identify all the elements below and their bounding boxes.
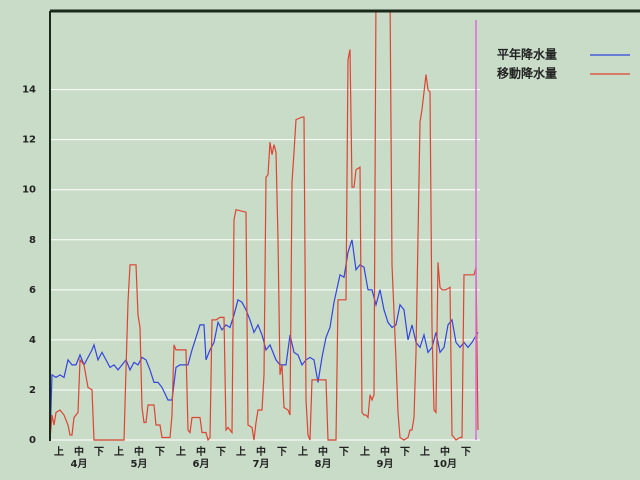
x-tick-label: 中 (196, 445, 206, 458)
month-label: 6月 (193, 458, 210, 470)
x-tick-label: 中 (134, 445, 144, 458)
x-tick-label: 上 (114, 445, 124, 458)
month-label: 10月 (433, 458, 457, 470)
plot-area (50, 12, 479, 442)
x-tick-label: 下 (94, 446, 104, 458)
x-tick-label: 中 (318, 445, 328, 458)
month-label: 4月 (71, 458, 88, 470)
x-tick-label: 上 (54, 445, 64, 458)
x-tick-label: 上 (298, 445, 308, 458)
x-tick-label: 下 (216, 446, 226, 458)
x-tick-label: 中 (380, 445, 390, 458)
y-tick-label: 0 (29, 435, 36, 446)
x-tick-label: 中 (440, 445, 450, 458)
series-line (50, 239, 479, 441)
series-line (50, 12, 479, 442)
x-tick-label: 下 (155, 446, 165, 458)
month-label: 7月 (253, 458, 270, 470)
month-label: 9月 (377, 458, 394, 470)
y-tick-label: 6 (29, 285, 36, 296)
x-tick-label: 中 (256, 445, 266, 458)
month-label: 5月 (131, 458, 148, 470)
y-tick-label: 14 (22, 85, 36, 96)
x-tick-label: 下 (461, 446, 471, 458)
y-tick-label: 12 (22, 135, 36, 146)
y-tick-label: 2 (29, 385, 36, 396)
x-tick-label: 上 (360, 445, 370, 458)
x-tick-label: 上 (420, 445, 430, 458)
x-tick-label: 上 (236, 445, 246, 458)
x-tick-label: 中 (74, 445, 84, 458)
y-tick-label: 10 (22, 185, 36, 196)
legend-label: 移動降水量 (497, 66, 557, 81)
month-label: 8月 (315, 458, 332, 470)
x-tick-label: 下 (400, 446, 410, 458)
x-tick-label: 下 (339, 446, 349, 458)
y-tick-label: 4 (29, 335, 36, 346)
y-tick-label: 8 (29, 235, 36, 246)
x-tick-label: 上 (176, 445, 186, 458)
legend-label: 平年降水量 (497, 47, 557, 62)
x-tick-label: 下 (277, 446, 287, 458)
